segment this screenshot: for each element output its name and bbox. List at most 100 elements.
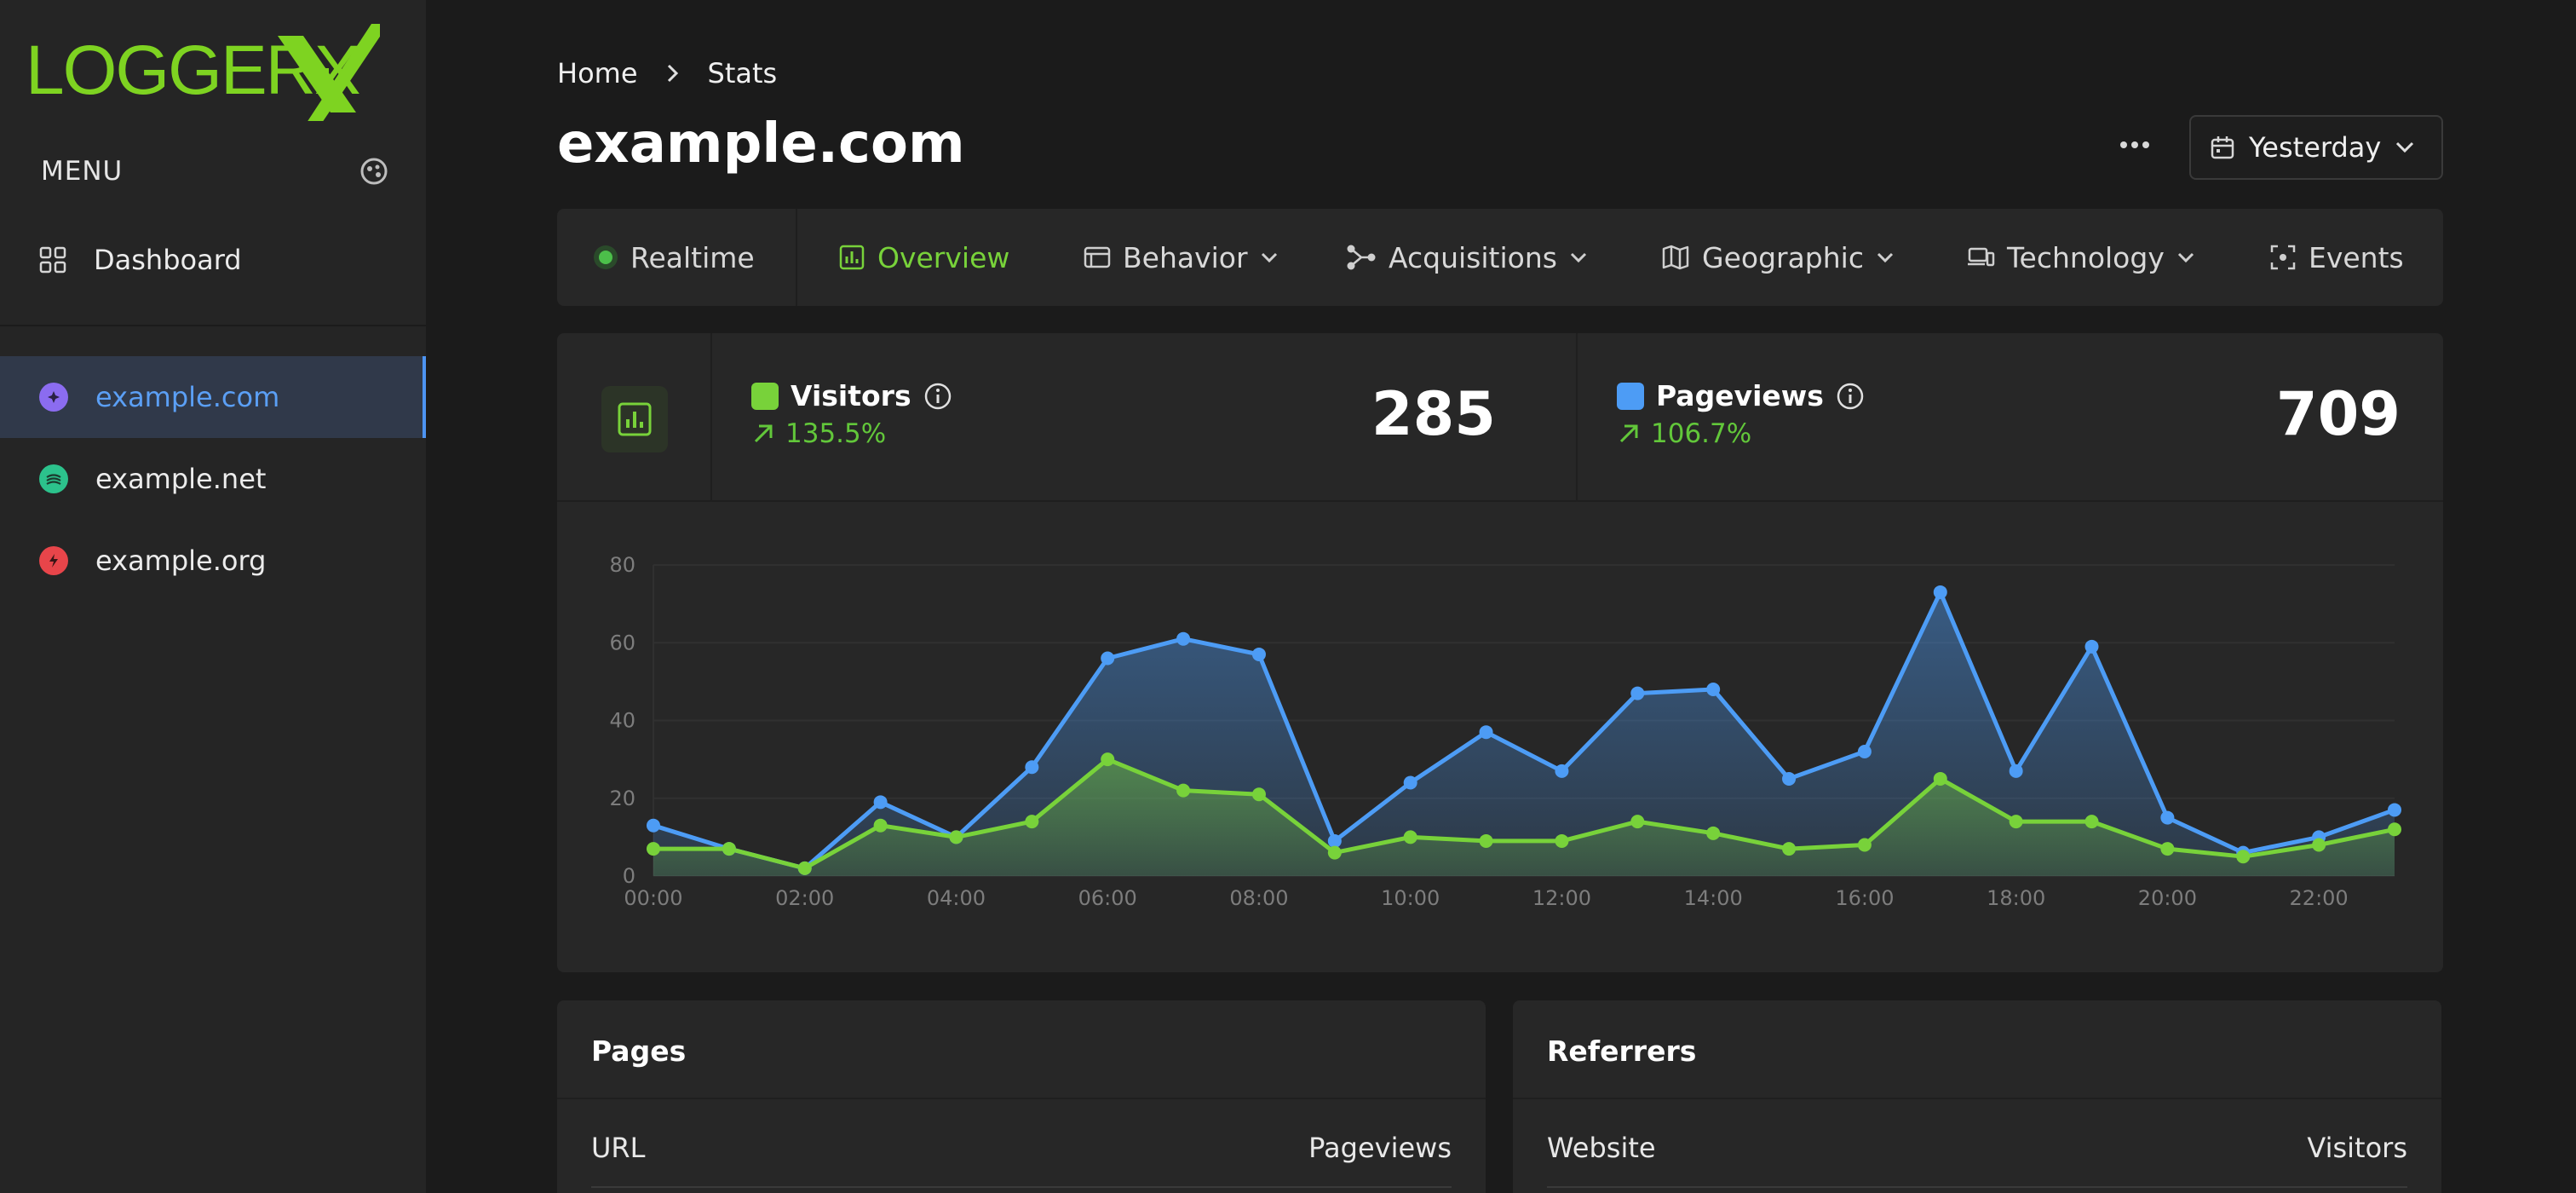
sidebar-site-label: example.net <box>95 463 267 495</box>
breadcrumb: Home Stats <box>557 55 777 92</box>
x-tick-label: 14:00 <box>1684 886 1743 910</box>
panel-title: Pages <box>591 1035 687 1068</box>
data-point-visitors <box>2084 815 2099 829</box>
data-point-pageviews <box>1327 833 1342 848</box>
date-range-value: Yesterday <box>2249 131 2382 164</box>
x-tick-label: 12:00 <box>1532 886 1591 910</box>
data-point-visitors <box>1327 845 1342 860</box>
tab-events[interactable]: Events <box>2269 209 2404 306</box>
data-point-visitors <box>2236 850 2251 864</box>
data-point-pageviews <box>2160 810 2175 825</box>
arrow-up-right-icon <box>1619 424 1638 443</box>
data-point-visitors <box>1857 838 1872 852</box>
date-range-select[interactable]: Yesterday <box>2189 115 2443 180</box>
card-divider <box>710 333 712 500</box>
chevron-down-icon <box>2396 141 2414 153</box>
sidebar-item-dashboard[interactable]: Dashboard <box>0 237 426 283</box>
pages-panel: Pages URL Pageviews <box>557 1000 1486 1193</box>
chart-tile[interactable] <box>601 386 668 452</box>
panel-header-rule <box>1547 1186 2407 1188</box>
sidebar: LOGGERX MENU Dashboard example.com <box>0 0 426 1193</box>
tab-label: Geographic <box>1702 240 1864 274</box>
data-point-visitors <box>1025 815 1039 829</box>
data-point-pageviews <box>1176 631 1191 646</box>
data-point-visitors <box>1251 787 1266 802</box>
info-icon[interactable] <box>1836 382 1865 411</box>
info-icon[interactable] <box>923 382 952 411</box>
metric-change-value: 106.7% <box>1651 418 1752 449</box>
chevron-down-icon <box>1877 252 1894 263</box>
data-point-pageviews <box>2388 803 2401 817</box>
sidebar-site-example-com[interactable]: example.com <box>0 356 426 438</box>
metric-visitors-name: Visitors <box>751 379 952 412</box>
sidebar-site-example-net[interactable]: example.net <box>0 438 426 520</box>
more-options-button[interactable] <box>2111 126 2159 164</box>
sidebar-site-label: example.org <box>95 545 267 577</box>
x-tick-label: 04:00 <box>927 886 986 910</box>
y-tick-label: 0 <box>623 864 635 888</box>
browser-window-icon <box>1084 246 1111 268</box>
data-point-pageviews <box>2084 639 2099 654</box>
bar-chart-icon <box>839 245 865 270</box>
tab-realtime[interactable]: Realtime <box>593 209 755 306</box>
data-point-pageviews <box>1403 775 1417 790</box>
metric-pageviews-change: 106.7% <box>1617 418 1751 449</box>
sidebar-divider <box>0 325 426 326</box>
x-tick-label: 16:00 <box>1835 886 1894 910</box>
series-line-visitors <box>653 757 2395 871</box>
data-point-pageviews <box>1555 764 1569 778</box>
data-point-visitors <box>2312 838 2326 852</box>
x-tick-label: 10:00 <box>1381 886 1440 910</box>
x-tick-label: 18:00 <box>1987 886 2045 910</box>
tab-label: Behavior <box>1123 240 1248 274</box>
data-point-visitors <box>1403 830 1417 844</box>
focus-icon <box>2270 245 2296 270</box>
menu-header: MENU <box>41 152 388 191</box>
referrers-panel: Referrers Website Visitors <box>1513 1000 2441 1193</box>
data-point-visitors <box>949 830 963 844</box>
chevron-down-icon <box>1261 252 1277 263</box>
tab-acquisitions[interactable]: Acquisitions <box>1346 209 1588 306</box>
tab-label: Technology <box>2007 240 2165 274</box>
data-point-pageviews <box>1101 651 1115 666</box>
theme-toggle-icon[interactable] <box>359 157 388 186</box>
tab-overview[interactable]: Overview <box>838 209 1009 306</box>
x-tick-label: 00:00 <box>624 886 682 910</box>
metric-label: Pageviews <box>1656 379 1824 412</box>
sidebar-site-example-org[interactable]: example.org <box>0 520 426 602</box>
grid-icon <box>39 246 66 274</box>
tab-label: Events <box>2309 240 2404 274</box>
data-point-visitors <box>873 818 888 833</box>
breadcrumb-current: Stats <box>707 57 778 89</box>
tab-technology[interactable]: Technology <box>1966 209 2195 306</box>
column-header-pageviews: Pageviews <box>1308 1132 1452 1164</box>
panel-header-rule <box>591 1186 1452 1188</box>
metric-visitors[interactable]: Visitors 135.5% <box>751 333 1603 500</box>
data-point-pageviews <box>1857 745 1872 758</box>
breadcrumb-home[interactable]: Home <box>557 57 638 89</box>
chevron-right-icon <box>667 64 678 83</box>
data-point-pageviews <box>873 795 888 810</box>
share-nodes-icon <box>1347 245 1376 270</box>
devices-icon <box>1968 247 1995 267</box>
column-header-url: URL <box>591 1132 646 1164</box>
tab-label: Realtime <box>630 240 755 274</box>
tab-geographic[interactable]: Geographic <box>1661 209 1895 306</box>
tab-label: Acquisitions <box>1389 240 1557 274</box>
bar-chart-icon <box>618 402 652 436</box>
sidebar-item-label: Dashboard <box>94 244 242 276</box>
site-favicon-icon <box>39 546 68 575</box>
ellipsis-icon <box>2120 141 2149 148</box>
x-tick-label: 08:00 <box>1229 886 1288 910</box>
chevron-down-icon <box>1570 252 1586 263</box>
app-logo[interactable]: LOGGERX <box>22 19 380 121</box>
y-tick-label: 60 <box>609 631 635 654</box>
chevron-down-icon <box>2177 252 2194 263</box>
series-area-visitors <box>653 759 2395 876</box>
metric-pageviews[interactable]: Pageviews 106.7% <box>1617 333 2383 500</box>
traffic-chart: 0 20 40 60 80 00:00 02:00 04:00 06:00 08:00 10:00 1… <box>609 553 2401 910</box>
metric-label: Visitors <box>791 379 911 412</box>
metric-pageviews-value: 709 <box>2275 379 2401 449</box>
calendar-icon <box>2211 136 2234 159</box>
tab-behavior[interactable]: Behavior <box>1084 209 1279 306</box>
